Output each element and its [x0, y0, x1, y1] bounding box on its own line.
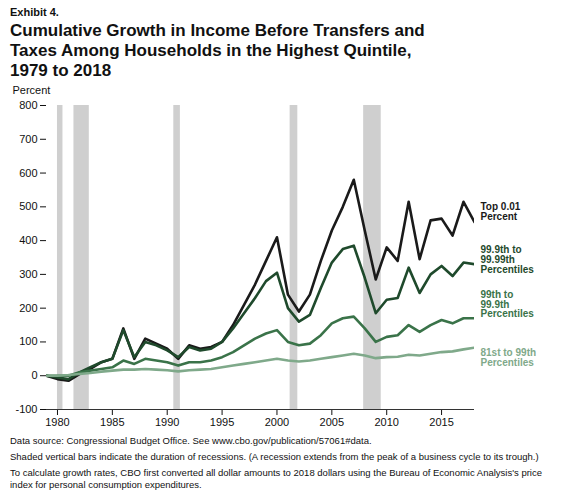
svg-text:2010: 2010: [374, 416, 398, 428]
svg-text:-100: -100: [15, 403, 37, 415]
svg-text:Top 0.01Percent: Top 0.01Percent: [481, 201, 521, 222]
html-text:Exhibit 4.: Exhibit 4.: [10, 6, 59, 18]
svg-text:500: 500: [19, 200, 37, 212]
html-text:Cumulative Growth in Income Be: Cumulative Growth in Income Before Trans…: [10, 21, 425, 80]
svg-text:1990: 1990: [155, 416, 179, 428]
html-text:Data source: Congressional Bud: Data source: Congressional Budget Office…: [10, 435, 372, 446]
html-text:Shaded vertical bars indicate: Shaded vertical bars indicate the durati…: [10, 451, 539, 462]
svg-text:2000: 2000: [265, 416, 289, 428]
svg-text:800: 800: [19, 99, 37, 111]
svg-text:81st to 99thPercentiles: 81st to 99thPercentiles: [481, 347, 537, 368]
svg-text:400: 400: [19, 234, 37, 246]
svg-text:2005: 2005: [320, 416, 344, 428]
svg-text:2015: 2015: [429, 416, 453, 428]
svg-text:99.9th to99.99thPercentiles: 99.9th to99.99thPercentiles: [481, 244, 535, 275]
svg-text:1985: 1985: [100, 416, 124, 428]
svg-text:200: 200: [19, 302, 37, 314]
svg-text:Percent: Percent: [13, 84, 51, 96]
svg-text:1995: 1995: [210, 416, 234, 428]
svg-text:1980: 1980: [45, 416, 69, 428]
svg-text:99th to99.9thPercentiles: 99th to99.9thPercentiles: [481, 289, 535, 320]
svg-text:300: 300: [19, 268, 37, 280]
html-text:To calculate growth rates, CBO: To calculate growth rates, CBO first con…: [10, 467, 542, 490]
svg-text:700: 700: [19, 133, 37, 145]
svg-text:100: 100: [19, 335, 37, 347]
svg-text:600: 600: [19, 167, 37, 179]
svg-text:0: 0: [31, 369, 37, 381]
